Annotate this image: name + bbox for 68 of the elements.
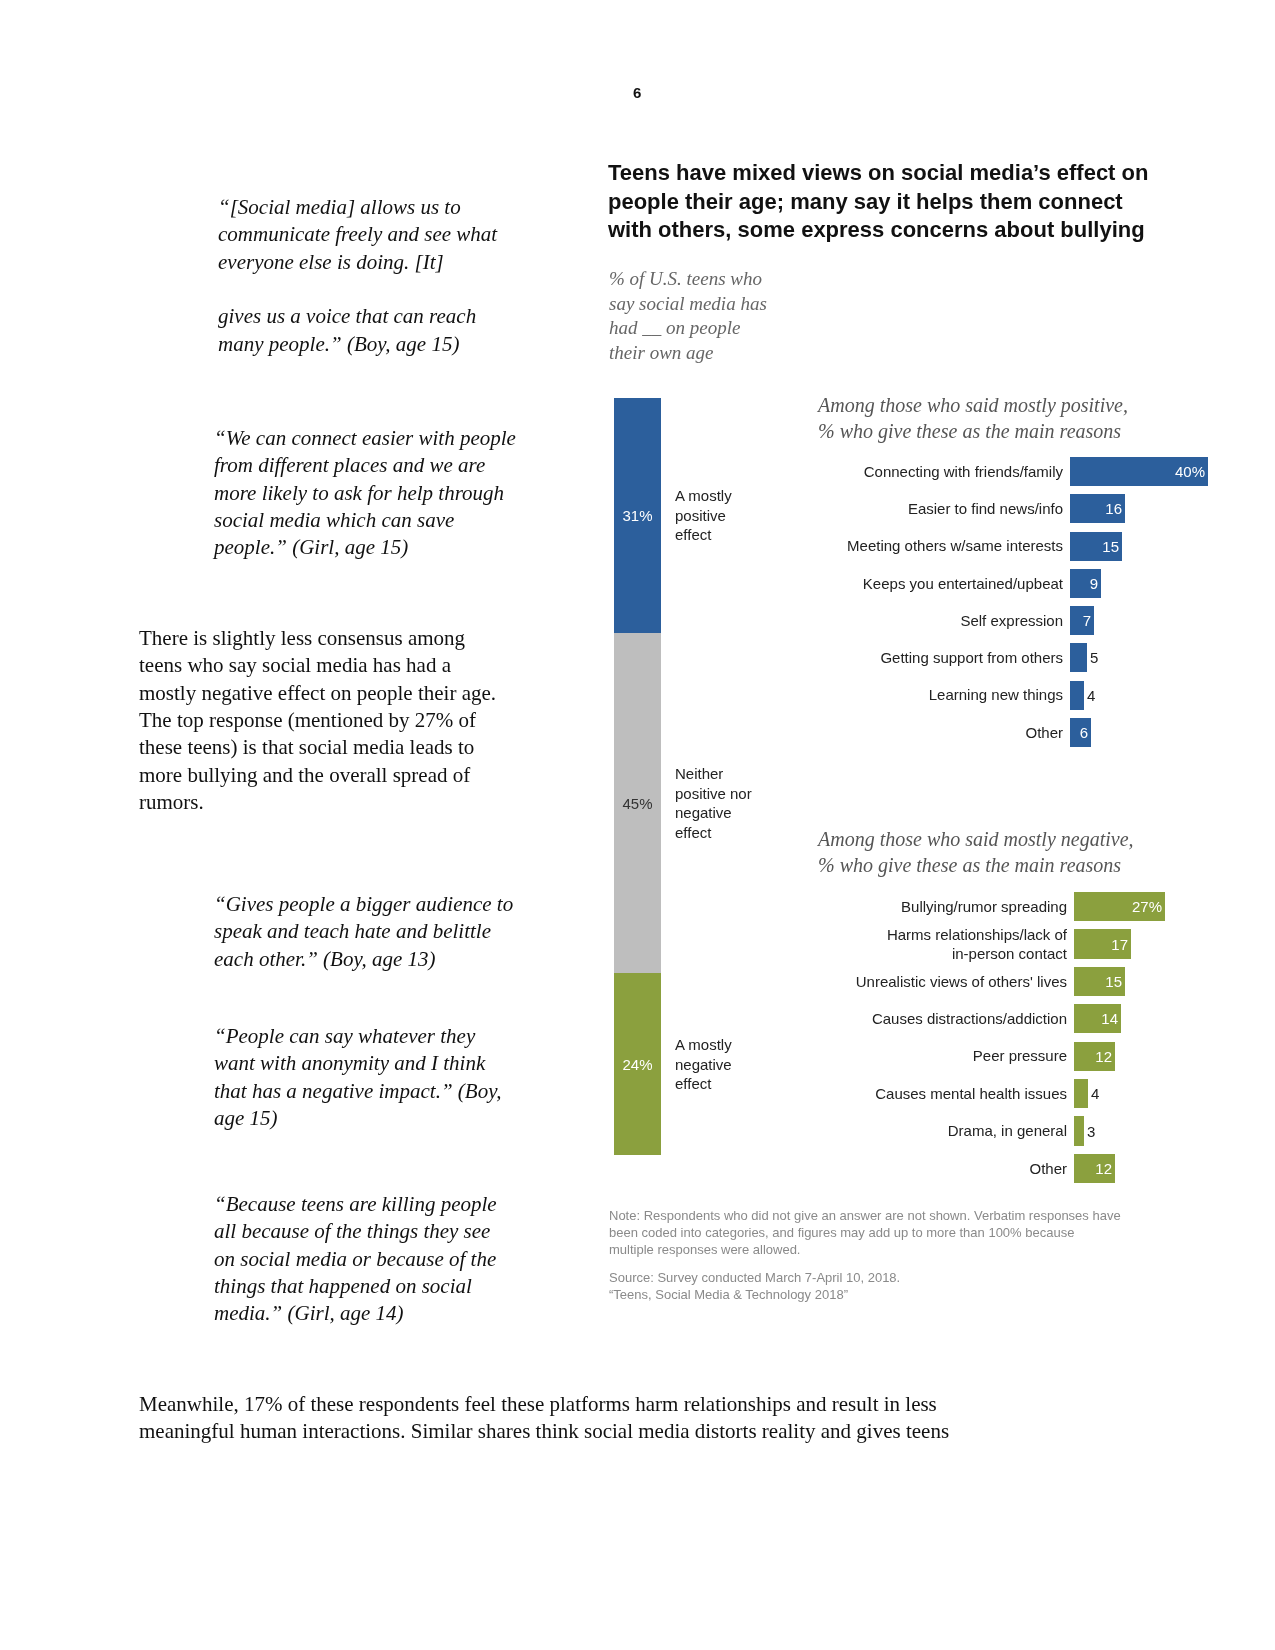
bar bbox=[1074, 967, 1125, 996]
y-tick-label: Other bbox=[1025, 723, 1063, 741]
data-label: 14 bbox=[1101, 1010, 1118, 1027]
y-tick-label: Peer pressure bbox=[972, 1047, 1067, 1065]
data-label: 4 bbox=[1091, 1085, 1100, 1102]
data-label: 4 bbox=[1087, 687, 1096, 704]
data-label: 15 bbox=[1105, 973, 1122, 990]
bar bbox=[1070, 606, 1094, 635]
bar bbox=[1070, 718, 1091, 747]
text: Meanwhile, 17% of these respondents feel these platforms harm relationships and result in less meaningful human interactions. Similar shares think social media distorts reality and gives teens bbox=[139, 1392, 950, 1444]
y-tick-label: Bullying/rumor spreading bbox=[901, 897, 1067, 915]
y-tick-label: Meeting others w/same interests bbox=[847, 537, 1063, 555]
data-label: 12 bbox=[1095, 1160, 1112, 1177]
series-label: A mostly negative effect bbox=[675, 1036, 733, 1092]
y-tick-label: Causes distractions/addiction bbox=[871, 1010, 1067, 1028]
bar bbox=[1074, 1116, 1084, 1146]
data-label: 6 bbox=[1079, 724, 1088, 741]
bar bbox=[1070, 494, 1125, 523]
data-label: 17 bbox=[1111, 935, 1128, 953]
y-tick-label: Causes mental health issues bbox=[875, 1084, 1067, 1102]
chart-title: Among those who said mostly positive, % who give these as the main reasons bbox=[816, 394, 1128, 443]
bar bbox=[1070, 643, 1087, 672]
data-label: 15 bbox=[1102, 538, 1119, 555]
text: “People can say whatever they want with anonymity and I think that has a negative impact.” (Boy, age 15) bbox=[214, 1024, 502, 1130]
text: Note: Respondents who did not give an answer are not shown. Verbatim responses have been coded into categories, and figures may add up to more than 100% because multiple responses were allowed. bbox=[609, 1208, 1121, 1257]
data-label: 40% bbox=[1174, 463, 1205, 480]
text: 6 bbox=[633, 84, 642, 101]
data-label: 27% bbox=[1131, 898, 1162, 915]
data-label: 5 bbox=[1090, 649, 1099, 666]
chart-title: Among those who said mostly negative, % who give these as the main reasons bbox=[816, 828, 1134, 877]
data-label: 45% bbox=[622, 794, 653, 812]
bar bbox=[1070, 532, 1122, 561]
series-label: Neither positive nor negative effect bbox=[675, 765, 752, 841]
bar bbox=[1074, 1154, 1115, 1183]
bar bbox=[1074, 892, 1165, 921]
text: “[Social media] allows us to communicate freely and see what everyone else is doing. [It] gives us a voice that can reach many people.” (Boy, age 15) bbox=[218, 195, 498, 356]
y-tick-label: Drama, in general bbox=[947, 1122, 1067, 1140]
bar bbox=[1074, 1004, 1121, 1033]
text: “Gives people a bigger audience to speak and teach hate and belittle each other.” (Boy, age 13) bbox=[214, 892, 514, 971]
y-tick-label: Unrealistic views of others' lives bbox=[855, 972, 1067, 990]
data-label: 12 bbox=[1095, 1048, 1112, 1065]
bar bbox=[1074, 1079, 1088, 1108]
text: “We can connect easier with people from different places and we are more likely to ask for help through social media which can save people.” (Girl, age 15) bbox=[212, 426, 516, 560]
y-tick-label: Harms relationships/lack of in-person contact bbox=[886, 925, 1068, 963]
y-tick-label: Self expression bbox=[960, 611, 1063, 629]
data-label: 9 bbox=[1089, 575, 1098, 592]
text: There is slightly less consensus among teens who say social media has had a mostly negative effect on people their age. The top response (mentioned by 27% of these teens) is that social media leads to more bullying and the overall spread of rumors. bbox=[139, 626, 497, 814]
bar bbox=[1074, 929, 1131, 959]
bar bbox=[1070, 457, 1208, 486]
y-tick-label: Getting support from others bbox=[880, 649, 1063, 667]
text: “Because teens are killing people all because of the things they see on social media or because of the things that happened on social media.” (Girl, age 14) bbox=[214, 1192, 497, 1326]
y-tick-label: Connecting with friends/family bbox=[863, 462, 1064, 480]
data-label: 31% bbox=[622, 507, 653, 524]
series-label: A mostly positive effect bbox=[675, 487, 733, 543]
data-label: 16 bbox=[1105, 500, 1122, 517]
chart-subtitle: % of U.S. teens who say social media has had __ on people their own age bbox=[609, 268, 767, 364]
data-label: 7 bbox=[1082, 612, 1091, 629]
y-tick-label: Easier to find news/info bbox=[907, 500, 1063, 518]
y-tick-label: Other bbox=[1029, 1159, 1067, 1177]
bar bbox=[1070, 569, 1101, 598]
y-tick-label: Keeps you entertained/upbeat bbox=[862, 574, 1064, 592]
text: Teens have mixed views on social media’s effect on people their age; many say it helps them connect with others, some express concerns about bullying bbox=[607, 160, 1149, 243]
bar bbox=[1070, 681, 1084, 710]
y-tick-label: Learning new things bbox=[928, 686, 1063, 704]
source-note: Source: Survey conducted March 7-April 10, 2018. “Teens, Social Media & Technology 2018” bbox=[609, 1270, 901, 1302]
data-label: 3 bbox=[1087, 1122, 1096, 1140]
data-label: 24% bbox=[622, 1055, 653, 1073]
bar bbox=[1074, 1042, 1115, 1071]
